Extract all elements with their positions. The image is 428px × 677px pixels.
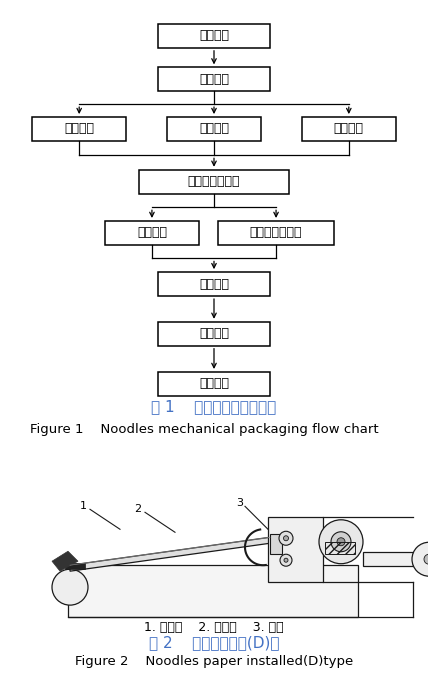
Text: 烫纸动作: 烫纸动作 — [199, 278, 229, 290]
Polygon shape — [70, 538, 270, 571]
Text: 1. 卷面带    2. 工作台    3. 滑座: 1. 卷面带 2. 工作台 3. 滑座 — [144, 621, 284, 634]
Bar — [158, 67, 270, 91]
Text: 图 1    挂面机械包装流程图: 图 1 挂面机械包装流程图 — [152, 399, 276, 414]
Text: 切纸动作: 切纸动作 — [199, 327, 229, 341]
Bar — [302, 117, 396, 141]
Bar — [32, 117, 126, 141]
Text: 输人动作: 输人动作 — [199, 73, 229, 86]
Circle shape — [283, 536, 288, 541]
Text: 插纸动作: 插纸动作 — [334, 123, 364, 135]
Bar — [158, 322, 270, 346]
Bar — [139, 170, 289, 194]
Text: 机械手绕纸动作: 机械手绕纸动作 — [250, 226, 302, 240]
Text: 挂面整理: 挂面整理 — [199, 29, 229, 43]
Bar — [158, 24, 270, 48]
Circle shape — [280, 554, 292, 566]
Bar — [158, 372, 270, 396]
Circle shape — [331, 531, 351, 552]
Polygon shape — [65, 563, 85, 569]
Circle shape — [424, 554, 428, 564]
Text: Figure 2    Noodles paper installed(D)type: Figure 2 Noodles paper installed(D)type — [75, 655, 353, 668]
Circle shape — [319, 520, 363, 564]
Bar — [105, 221, 199, 245]
Bar — [167, 117, 261, 141]
Text: 输出动作: 输出动作 — [199, 377, 229, 391]
Text: Figure 1    Noodles mechanical packaging flow chart: Figure 1 Noodles mechanical packaging fl… — [30, 423, 379, 437]
Text: 1: 1 — [80, 501, 86, 511]
Circle shape — [337, 538, 345, 546]
Circle shape — [52, 569, 88, 605]
Circle shape — [412, 542, 428, 576]
Bar — [268, 517, 323, 582]
Text: 送纸动作: 送纸动作 — [199, 123, 229, 135]
Text: 提面动作: 提面动作 — [64, 123, 94, 135]
Text: 3: 3 — [237, 498, 244, 508]
Bar — [270, 534, 282, 554]
Text: 图 2    挂面纸包装机(D)型: 图 2 挂面纸包装机(D)型 — [149, 636, 279, 651]
Bar — [158, 272, 270, 296]
Polygon shape — [52, 551, 78, 571]
Text: 压纸动作: 压纸动作 — [137, 226, 167, 240]
Text: 机械手抓紧动作: 机械手抓紧动作 — [188, 175, 240, 188]
Bar — [218, 221, 334, 245]
Bar — [325, 542, 355, 554]
Text: 2: 2 — [134, 504, 142, 515]
Bar — [68, 565, 358, 617]
Circle shape — [279, 531, 293, 545]
Circle shape — [284, 559, 288, 562]
Bar — [363, 552, 413, 566]
